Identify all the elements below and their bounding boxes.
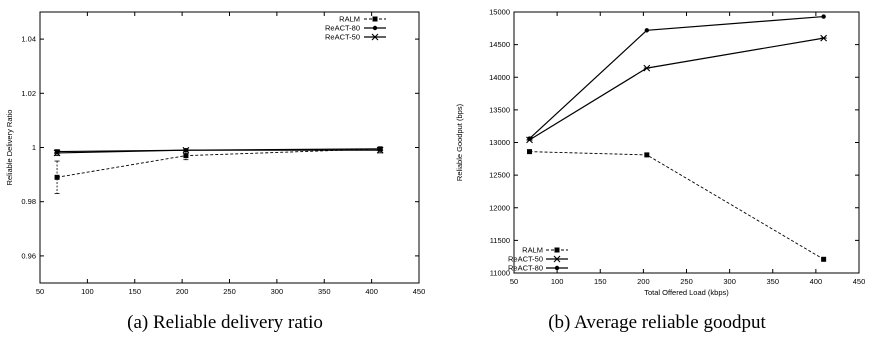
y-axis-label: Reliable Delivery Ratio <box>5 110 14 186</box>
plot-frame <box>513 11 860 274</box>
series-ralm <box>527 149 827 262</box>
y-tick-label: 14000 <box>489 73 510 82</box>
legend-marker-react-50 <box>371 33 379 41</box>
x-tick-label: 200 <box>637 277 650 286</box>
series-react-50 <box>526 34 828 144</box>
y-tick-label: 13500 <box>489 105 510 114</box>
y-tick-label: 11500 <box>490 236 510 245</box>
data-point-react-50 <box>820 34 828 42</box>
x-tick-label: 250 <box>223 287 236 296</box>
data-point-react-80 <box>644 28 650 33</box>
data-point-react-50 <box>53 149 61 157</box>
legend-marker-react-80 <box>554 265 560 271</box>
y-axis-label: Reliable Goodput (bps) <box>455 103 464 181</box>
y-tick-label: 0.96 <box>21 251 36 260</box>
y-tick-label: 13000 <box>489 138 510 147</box>
series-line-ralm <box>529 151 824 260</box>
legend-marker-react-80 <box>372 25 378 31</box>
legend-label-react-50: ReACT-50 <box>508 255 543 264</box>
x-tick-label: 450 <box>413 287 426 296</box>
series-line-react-80 <box>529 15 824 140</box>
series-react-80 <box>527 14 826 141</box>
x-tick-label: 200 <box>176 287 189 296</box>
series-line-ralm <box>56 148 381 178</box>
x-tick-label: 400 <box>810 277 823 286</box>
legend-label-ralm: RALM <box>339 15 360 24</box>
y-tick-label: 14500 <box>489 40 510 49</box>
caption-delivery-ratio: (a) Reliable delivery ratio <box>127 312 323 333</box>
x-tick-label: 250 <box>680 277 693 286</box>
x-tick-label: 300 <box>723 277 736 286</box>
data-point-react-50 <box>643 64 651 72</box>
data-point-react-80 <box>527 136 532 141</box>
y-tick-label: 1 <box>32 143 36 152</box>
y-tick-label: 12500 <box>489 171 510 180</box>
x-tick-label: 50 <box>510 277 518 286</box>
series-react-50 <box>53 146 384 157</box>
y-tick-label: 12000 <box>489 203 510 212</box>
y-tick-label: 1.04 <box>21 35 36 44</box>
x-tick-label: 450 <box>853 277 866 286</box>
data-point-react-50 <box>376 146 384 154</box>
data-point-ralm <box>183 153 189 159</box>
legend-label-react-50: ReACT-50 <box>325 33 360 42</box>
x-tick-label: 350 <box>766 277 779 286</box>
series-line-react-50 <box>529 37 824 141</box>
y-tick-label: 1.02 <box>21 89 36 98</box>
data-point-ralm <box>54 174 60 180</box>
x-tick-label: 300 <box>271 287 284 296</box>
y-tick-label: 0.98 <box>21 197 36 206</box>
x-tick-label: 150 <box>128 287 141 296</box>
data-point-ralm <box>644 152 650 158</box>
series-ralm <box>54 146 383 194</box>
y-tick-label: 11000 <box>490 269 510 278</box>
legend-marker-react-50 <box>553 255 561 263</box>
data-point-react-50 <box>182 146 190 154</box>
legend-marker-ralm <box>554 247 560 253</box>
x-tick-label: 100 <box>81 287 94 296</box>
plot-frame <box>39 11 420 284</box>
legend-marker-ralm <box>372 16 378 22</box>
x-tick-label: 350 <box>318 287 331 296</box>
y-tick-label: 15000 <box>489 8 510 17</box>
chart-delivery-ratio: 50 100 150 200 250 300 350 400 450 0.96 0.98 1 1.02 1… <box>5 11 426 296</box>
x-tick-label: 150 <box>594 277 607 286</box>
legend-label-react-80: ReACT-80 <box>508 264 543 273</box>
chart-goodput: 50 100 150 200 250 300 350 400 450 11000 11500 1200… <box>455 8 866 298</box>
x-axis-label: Total Offered Load (kbps) <box>644 288 729 297</box>
legend-label-react-80: ReACT-80 <box>325 24 360 33</box>
data-point-react-80 <box>821 14 826 19</box>
x-tick-label: 400 <box>365 287 378 296</box>
legend-label-ralm: RALM <box>522 246 543 255</box>
data-point-ralm <box>527 149 533 155</box>
x-tick-label: 50 <box>36 287 44 296</box>
caption-goodput: (b) Average reliable goodput <box>548 312 766 333</box>
x-tick-label: 100 <box>551 277 564 286</box>
data-point-ralm <box>821 256 827 262</box>
